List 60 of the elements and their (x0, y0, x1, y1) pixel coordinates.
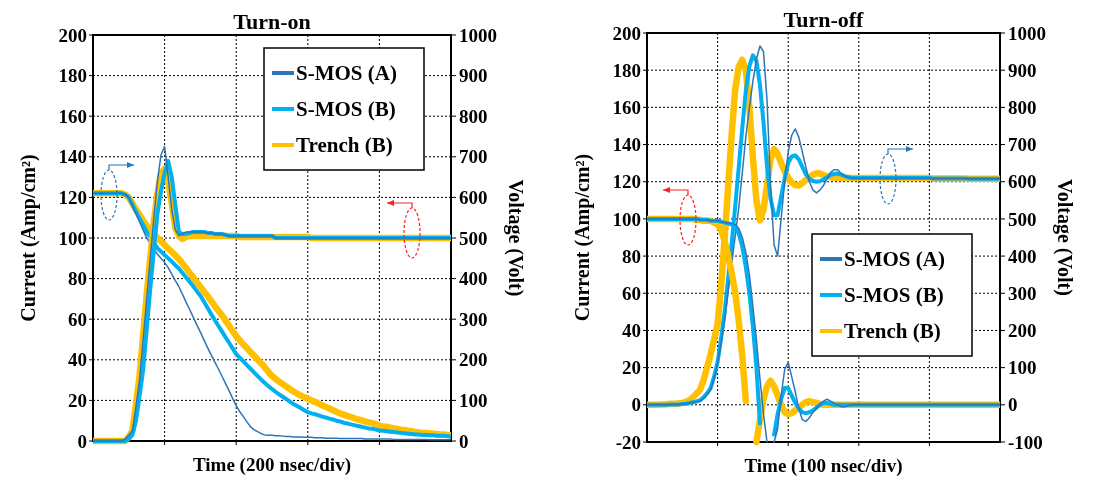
y2-tick-label: 500 (1008, 208, 1037, 230)
y-tick-label: 0 (631, 394, 641, 416)
legend-label: Trench (B) (296, 133, 393, 158)
y2-tick-label: 200 (459, 349, 488, 371)
y2-tick-label: 700 (1008, 134, 1037, 156)
y2-tick-label: 300 (459, 308, 488, 330)
legend-label: S-MOS (B) (844, 283, 944, 308)
y2-tick-label: 800 (1008, 97, 1037, 119)
x-axis-title: Time (100 nsec/div) (744, 455, 903, 477)
y2-tick-label: 1000 (1008, 22, 1046, 44)
y-tick-label: 160 (58, 105, 87, 127)
y-tick-label: 160 (612, 97, 641, 119)
y-axis-title: Current (Amp/cm²) (17, 154, 40, 322)
y-tick-label: 60 (622, 282, 641, 304)
y-tick-label: 180 (612, 59, 641, 81)
y-tick-label: 0 (77, 430, 87, 452)
y-tick-label: 20 (68, 390, 87, 412)
legend-label: Trench (B) (844, 319, 941, 344)
y2-tick-label: 400 (459, 268, 488, 290)
y-tick-label: 140 (58, 146, 87, 168)
y2-tick-label: 0 (1008, 394, 1018, 416)
y2-tick-label: 700 (459, 146, 488, 168)
x-axis-title: Time (200 nsec/div) (193, 454, 351, 476)
y-tick-label: 80 (68, 268, 87, 290)
y-tick-label: 20 (622, 357, 641, 379)
y2-tick-label: 800 (459, 105, 488, 127)
y2-axis-title: Voltage (Volt) (504, 179, 527, 297)
y-tick-label: 120 (58, 187, 87, 209)
y-tick-label: 80 (622, 245, 641, 267)
y-tick-label: 140 (612, 134, 641, 156)
y-tick-label: 40 (622, 320, 641, 342)
chart-title: Turn-off (783, 7, 865, 32)
legend-label: S-MOS (B) (296, 97, 396, 122)
y-tick-label: 40 (68, 349, 87, 371)
y-tick-label: 200 (58, 24, 87, 46)
y-tick-label: 180 (58, 65, 87, 87)
y2-tick-label: 100 (1008, 357, 1037, 379)
y2-tick-label: 900 (1008, 59, 1037, 81)
y2-tick-label: 100 (459, 390, 488, 412)
y2-tick-label: 500 (459, 227, 488, 249)
y2-tick-label: 1000 (459, 24, 497, 46)
y-axis-title: Current (Amp/cm²) (571, 153, 594, 322)
y-tick-label: 100 (58, 227, 87, 249)
legend-label: S-MOS (A) (844, 247, 945, 272)
y2-tick-label: 0 (459, 430, 469, 452)
y2-tick-label: -100 (1008, 431, 1043, 453)
y-tick-label: -20 (615, 431, 641, 453)
y2-tick-label: 900 (459, 65, 488, 87)
y-tick-label: 60 (68, 308, 87, 330)
y-tick-label: 100 (612, 208, 641, 230)
y2-tick-label: 200 (1008, 320, 1037, 342)
y2-tick-label: 400 (1008, 245, 1037, 267)
chart-title: Turn-on (233, 9, 311, 34)
legend-label: S-MOS (A) (296, 61, 397, 86)
y-tick-label: 120 (612, 171, 641, 193)
y2-tick-label: 300 (1008, 282, 1037, 304)
y2-axis-title: Voltage (Volt) (1053, 179, 1076, 296)
y2-tick-label: 600 (1008, 171, 1037, 193)
y2-tick-label: 600 (459, 187, 488, 209)
y-tick-label: 200 (612, 22, 641, 44)
